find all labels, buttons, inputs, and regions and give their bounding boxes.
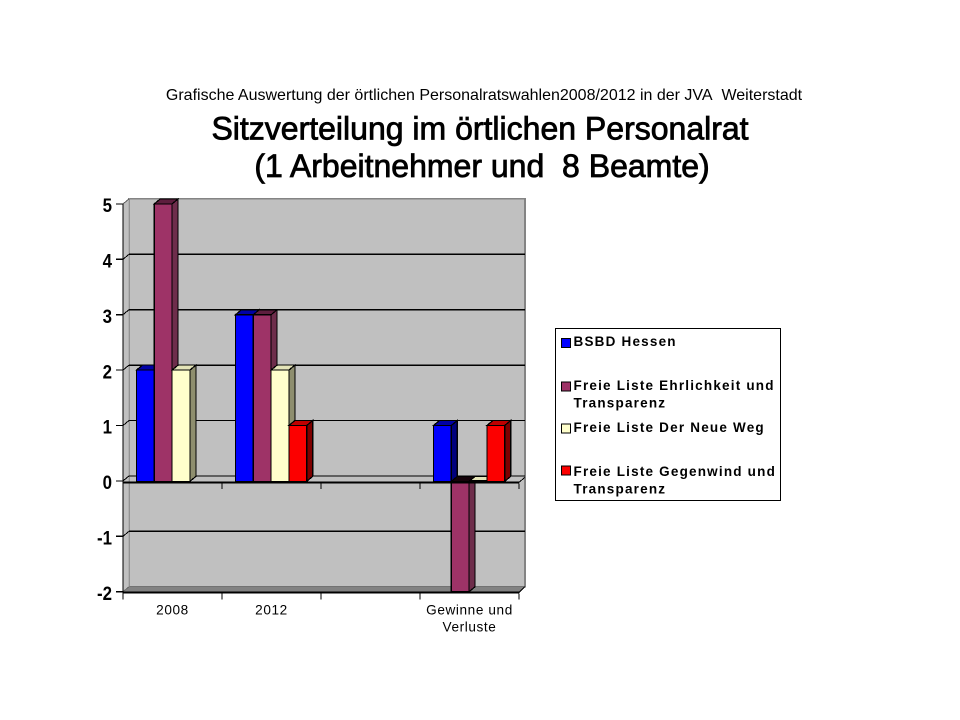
- svg-text:2: 2: [103, 360, 112, 382]
- svg-text:Grafische Auswertung der örtli: Grafische Auswertung der örtlichen Perso…: [166, 87, 803, 104]
- svg-text:Transparenz: Transparenz: [574, 395, 667, 410]
- svg-text:Freie Liste Der Neue Weg: Freie Liste Der Neue Weg: [574, 420, 765, 435]
- svg-text:-2: -2: [97, 582, 112, 604]
- svg-text:0: 0: [103, 471, 112, 493]
- svg-text:BSBD Hessen: BSBD Hessen: [574, 334, 677, 349]
- svg-text:Transparenz: Transparenz: [574, 481, 667, 496]
- svg-text:Gewinne und: Gewinne und: [426, 603, 513, 618]
- svg-text:Verluste: Verluste: [443, 620, 497, 635]
- svg-text:Freie Liste Gegenwind und: Freie Liste Gegenwind und: [574, 464, 777, 479]
- svg-text:2008: 2008: [156, 603, 189, 618]
- svg-text:5: 5: [103, 194, 112, 216]
- svg-text:Sitzverteilung im örtlichen Pe: Sitzverteilung im örtlichen Personalrat: [211, 111, 748, 147]
- svg-text:2012: 2012: [255, 603, 288, 618]
- svg-text:(1 Arbeitnehmer und 8 Beamte): (1 Arbeitnehmer und 8 Beamte): [254, 148, 709, 184]
- svg-text:3: 3: [103, 305, 112, 327]
- svg-text:4: 4: [103, 249, 113, 271]
- svg-text:1: 1: [103, 416, 112, 438]
- svg-text:Freie Liste Ehrlichkeit und: Freie Liste Ehrlichkeit und: [574, 378, 775, 393]
- svg-text:-1: -1: [97, 526, 112, 548]
